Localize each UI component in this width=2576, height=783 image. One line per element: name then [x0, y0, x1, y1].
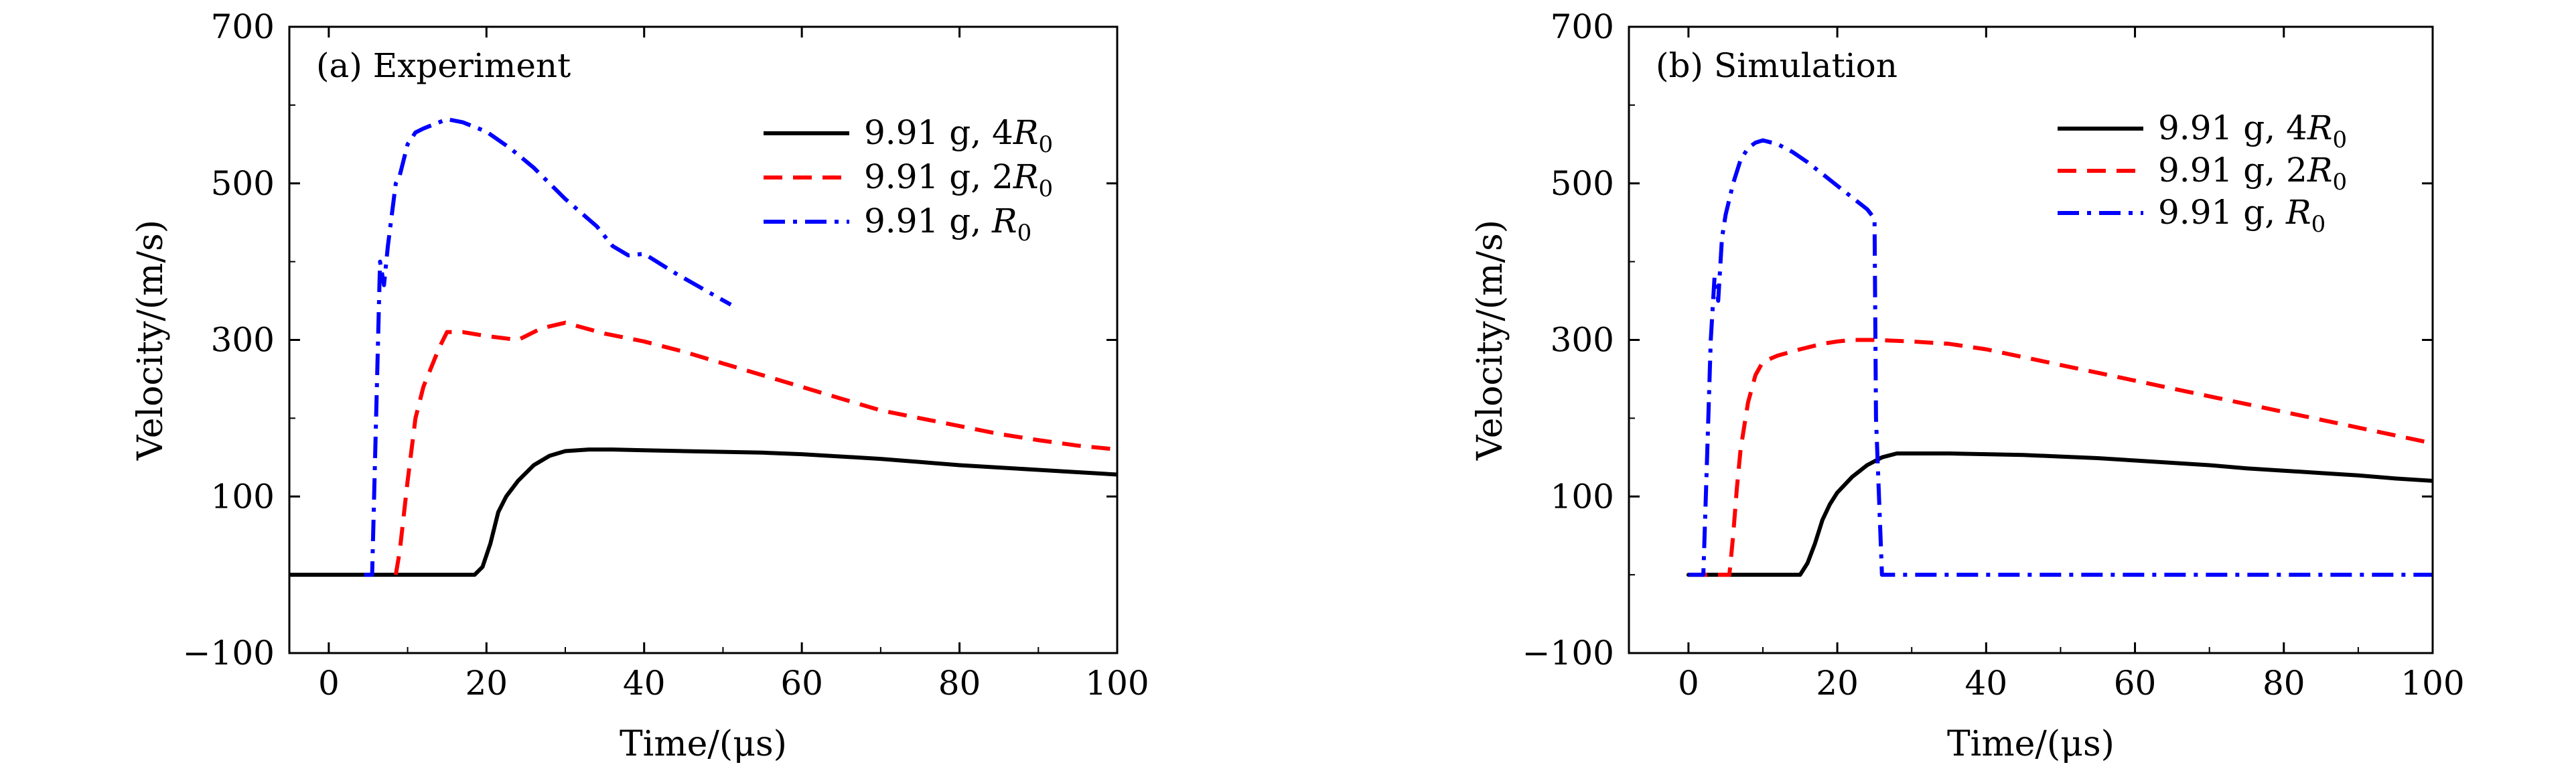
legend-label-sub: 0 — [1038, 131, 1053, 158]
x-tick-label-4: 80 — [938, 664, 981, 703]
legend-label-main: 9.91 g, 2 — [864, 157, 1013, 196]
x-tick-label-3: 60 — [2114, 664, 2157, 703]
y-tick-label-3: 500 — [1551, 164, 1614, 203]
x-tick-label-5: 100 — [2401, 664, 2464, 703]
y-tick-label-0: −100 — [183, 634, 275, 672]
y-tick-label-2: 300 — [1551, 321, 1614, 360]
legend-label-main: 9.91 g, 4 — [864, 113, 1013, 152]
legend-label-italic: R — [2307, 151, 2333, 190]
series-lines — [289, 117, 1117, 577]
series-line-0 — [1686, 451, 2433, 577]
x-tick-label-1: 20 — [465, 664, 508, 703]
y-axis-title: Velocity/(m/s) — [131, 220, 171, 461]
legend-label-italic: R — [991, 202, 1017, 240]
panel-b-simulation: 0 20 40 60 80 100 −100 100 300 500 700 Time/(μs) Vel… — [1470, 7, 2465, 764]
legend-label-1: 9.91 g, 2R0 — [2158, 151, 2347, 196]
legend-label-sub: 0 — [2332, 127, 2347, 153]
panel-a-experiment: 0 20 40 60 80 100 −100 100 300 500 700 Time/(μs) Vel… — [131, 7, 1149, 764]
x-axis-title: Time/(μs) — [1947, 724, 2115, 764]
series-line-0 — [289, 447, 1117, 577]
x-tick-label-5: 100 — [1085, 664, 1149, 703]
legend-label-italic: R — [2307, 109, 2333, 147]
legend-label-italic: R — [2285, 193, 2311, 232]
x-tick-label-4: 80 — [2263, 664, 2305, 703]
panel-label: (b) Simulation — [1656, 46, 1898, 85]
x-tick-label-1: 20 — [1816, 664, 1859, 703]
y-tick-label-1: 100 — [1551, 477, 1614, 516]
legend-label-sub: 0 — [2332, 169, 2347, 196]
legend-label-main: 9.91 g, 4 — [2158, 109, 2307, 147]
panel-label: (a) Experiment — [316, 46, 571, 85]
y-axis-title: Velocity/(m/s) — [1470, 220, 1510, 461]
legend-label-main: 9.91 g, — [864, 202, 992, 240]
legend-label-1: 9.91 g, 2R0 — [864, 157, 1053, 202]
y-tick-label-4: 700 — [1551, 7, 1614, 46]
legend-label-italic: R — [1013, 157, 1039, 196]
series-line-1 — [393, 320, 1117, 575]
legend-label-sub: 0 — [2311, 211, 2326, 238]
legend-label-2: 9.91 g, R0 — [2158, 193, 2325, 238]
legend-label-sub: 0 — [1038, 175, 1053, 202]
x-tick-label-3: 60 — [780, 664, 823, 703]
legend-label-0: 9.91 g, 4R0 — [2158, 109, 2347, 153]
x-tick-label-2: 40 — [1965, 664, 2008, 703]
legend-label-0: 9.91 g, 4R0 — [864, 113, 1053, 158]
x-tick-label-0: 0 — [1678, 664, 1699, 703]
y-tick-label-1: 100 — [211, 477, 275, 516]
x-tick-label-2: 40 — [623, 664, 666, 703]
legend-label-sub: 0 — [1017, 220, 1032, 246]
y-tick-label-0: −100 — [1522, 634, 1614, 672]
y-tick-label-3: 500 — [211, 164, 275, 203]
legend-label-italic: R — [1013, 113, 1039, 152]
x-tick-label-0: 0 — [318, 664, 340, 703]
series-lines — [1686, 138, 2433, 577]
legend-label-main: 9.91 g, 2 — [2158, 151, 2307, 190]
series-line-2 — [1688, 138, 2433, 577]
y-tick-label-4: 700 — [211, 7, 275, 46]
legend-label-2: 9.91 g, R0 — [864, 202, 1031, 246]
x-axis-title: Time/(μs) — [620, 724, 787, 764]
y-tick-label-2: 300 — [211, 321, 275, 360]
legend-label-main: 9.91 g, — [2158, 193, 2286, 232]
series-line-2 — [364, 117, 732, 577]
